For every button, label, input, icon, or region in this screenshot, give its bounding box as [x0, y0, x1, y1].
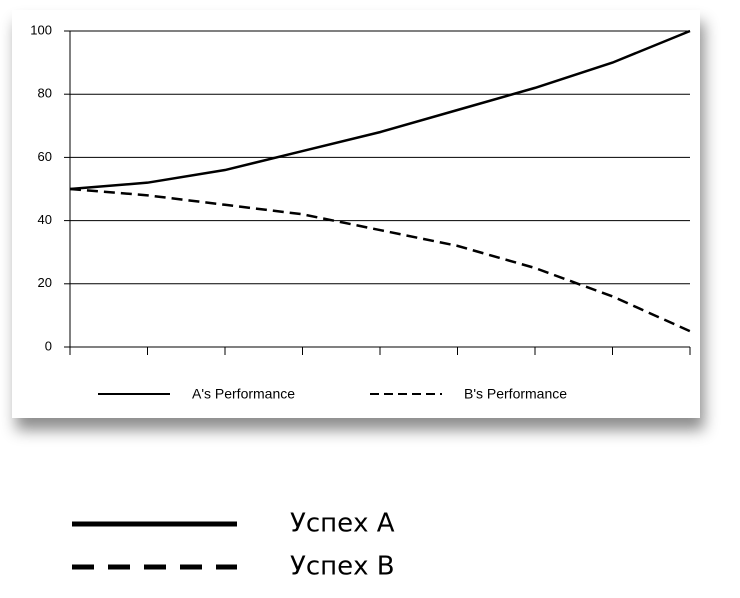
caption-label: Успех A	[290, 509, 395, 539]
legend-label: A's Performance	[192, 386, 295, 402]
legend-label: B's Performance	[464, 386, 567, 402]
chart-card	[12, 10, 700, 418]
series-line	[69, 187, 691, 333]
y-tick-label: 20	[38, 275, 52, 290]
y-tick-label: 80	[38, 86, 52, 101]
y-tick-label: 60	[38, 149, 52, 164]
y-tick-label: 40	[38, 212, 52, 227]
y-tick-label: 100	[30, 22, 52, 37]
y-tick-label: 0	[45, 338, 52, 353]
caption-label: Успех B	[290, 552, 395, 582]
series-line	[69, 29, 691, 191]
